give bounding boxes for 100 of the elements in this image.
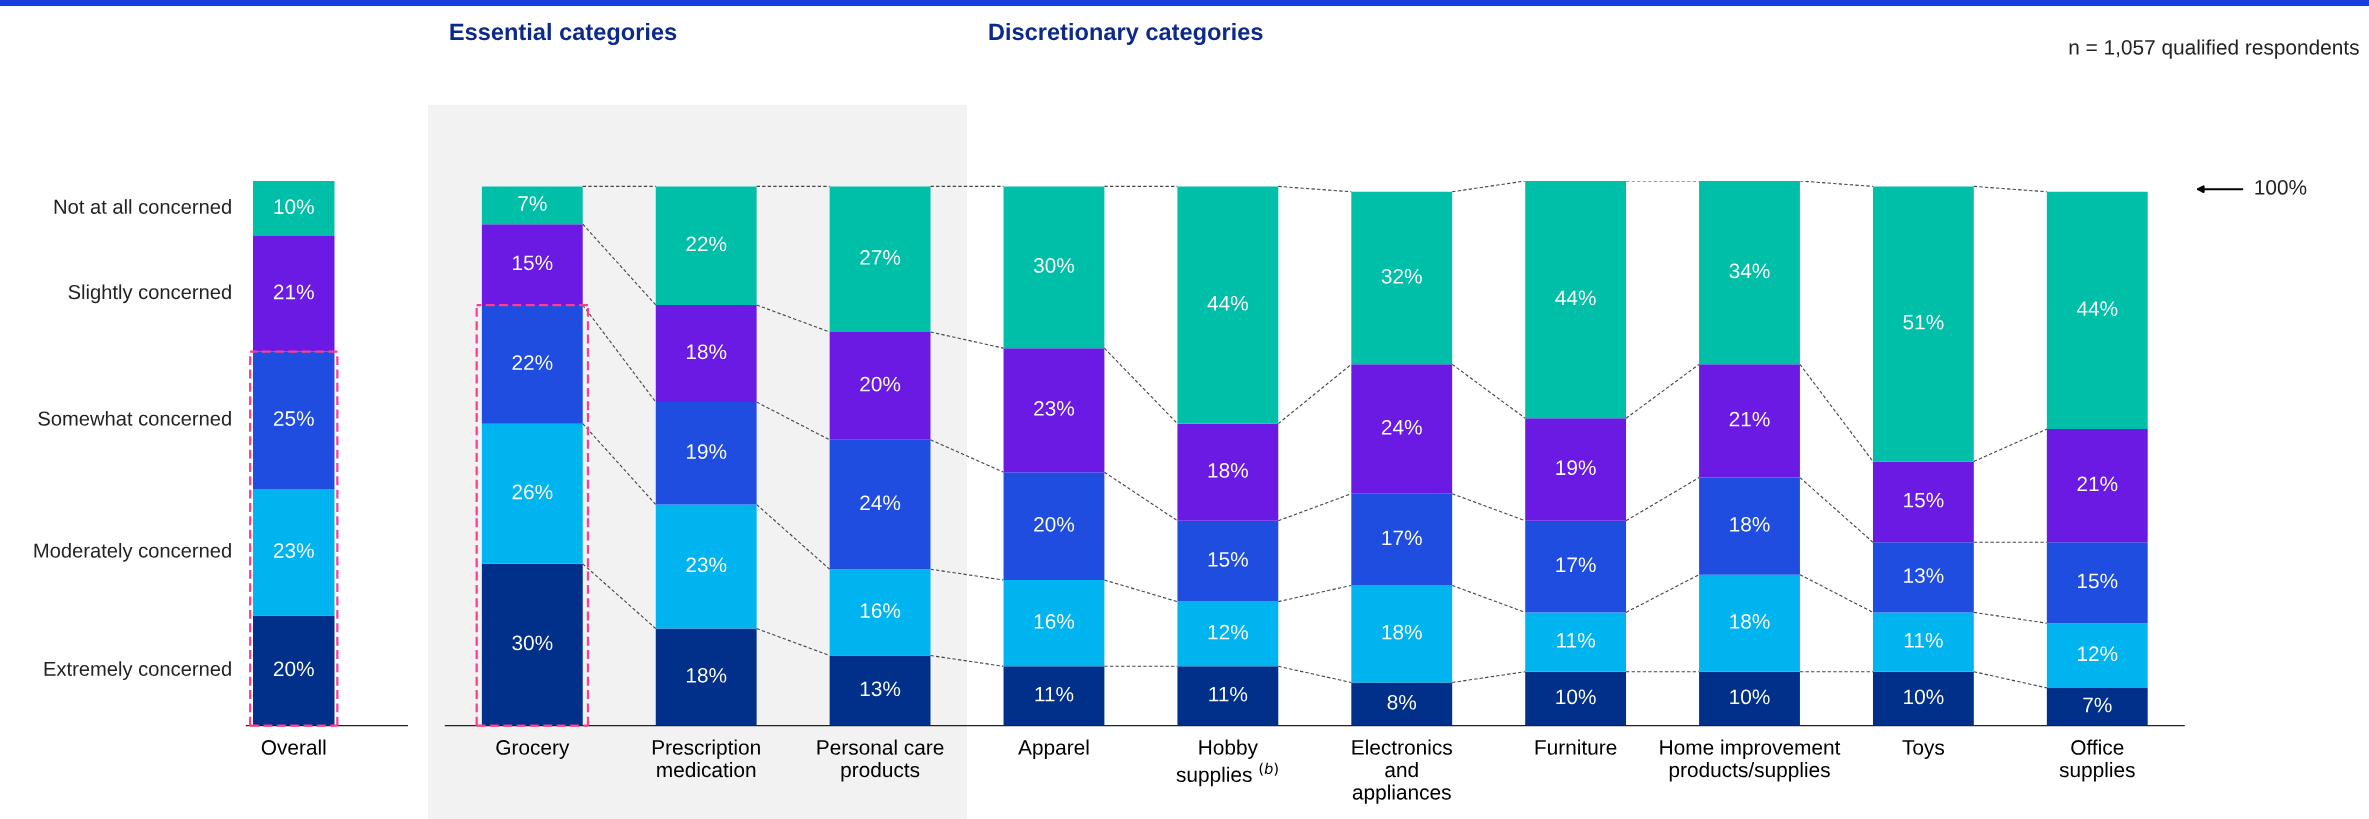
x-tick-label: Prescription medication [652, 739, 760, 778]
bar [1003, 348, 1105, 473]
band-label: Essential categories [450, 22, 677, 45]
x-tick-label: Hobby supplies $^{(b)}$ [1176, 739, 1278, 787]
bar [2046, 191, 2148, 430]
bar [1872, 186, 1974, 462]
data-label: 11% [1904, 632, 1943, 648]
x-tick-label: Grocery [496, 740, 570, 759]
data-label: 7% [2083, 697, 2112, 713]
bar [1872, 612, 1974, 672]
bar [1351, 493, 1453, 586]
data-label: 11% [1557, 632, 1595, 648]
bar [829, 439, 931, 570]
bar [1699, 671, 1800, 726]
data-label: 30% [1033, 258, 1075, 273]
bar [655, 504, 757, 629]
series-label: Moderately concerned [34, 542, 231, 562]
bar [1872, 461, 1974, 543]
data-label: 10% [1904, 689, 1944, 705]
data-label: 20% [273, 661, 314, 677]
bar [1872, 542, 1974, 613]
data-label: 23% [1034, 401, 1075, 416]
bar [1351, 585, 1453, 683]
data-label: 23% [273, 543, 314, 558]
data-label: 22% [686, 236, 727, 252]
bar [1351, 191, 1453, 365]
bar [655, 402, 757, 505]
bar [1177, 423, 1279, 521]
series-label: Slightly concerned [68, 284, 231, 304]
x-tick-label: Electronics and appliances [1352, 739, 1452, 804]
data-label: 18% [686, 667, 727, 683]
bar [1003, 580, 1105, 667]
data-label: 18% [1208, 463, 1248, 478]
series-label: Extremely concerned [44, 661, 231, 681]
data-label: 44% [2076, 301, 2118, 316]
bar [253, 181, 335, 237]
data-label: 13% [1904, 568, 1944, 583]
bar [829, 655, 931, 726]
bar [2046, 429, 2148, 543]
bar [829, 331, 931, 440]
x-tick-label: Personal care products [817, 739, 944, 782]
bar [655, 305, 757, 403]
data-label: 24% [860, 495, 901, 511]
bar [1177, 520, 1279, 602]
data-label: 51% [1903, 314, 1944, 330]
bar [655, 186, 757, 306]
data-label: 12% [2078, 646, 2118, 662]
data-label: 21% [1729, 411, 1770, 427]
data-label: 44% [1207, 295, 1248, 311]
data-label: 24% [1381, 419, 1422, 435]
data-label: 17% [1556, 557, 1596, 573]
bar [1003, 666, 1105, 726]
data-label: 20% [860, 376, 901, 392]
x-tick-label: Toys [1902, 740, 1945, 759]
data-label: 20% [1034, 516, 1075, 532]
bar [1177, 601, 1279, 667]
series-label: Not at all concerned [54, 199, 231, 214]
data-label: 11% [1209, 686, 1248, 702]
bar [2046, 687, 2148, 726]
data-label: 17% [1382, 530, 1422, 546]
data-label: 8% [1387, 694, 1417, 710]
data-label: 18% [1730, 516, 1770, 532]
bar [829, 186, 931, 332]
text: Discretionary categories [989, 22, 1263, 45]
data-label: 10% [1730, 689, 1770, 705]
data-label: 10% [1556, 689, 1596, 705]
data-label: 12% [1208, 624, 1248, 640]
data-label: 11% [1035, 686, 1074, 702]
data-label: 7% [518, 196, 547, 211]
bar [655, 628, 757, 726]
text: 100% [2255, 180, 2307, 195]
data-label: 21% [273, 284, 314, 300]
bar [1177, 666, 1279, 726]
data-label: 18% [1382, 624, 1422, 640]
data-label: 26% [512, 484, 553, 500]
data-label: 23% [686, 557, 727, 573]
x-tick-label: Apparel [1018, 739, 1089, 759]
data-label: 19% [1556, 460, 1596, 476]
bar [1525, 181, 1627, 419]
data-label: 32% [1381, 268, 1422, 284]
data-label: 13% [860, 681, 901, 697]
bar [1351, 682, 1453, 726]
bar [1177, 186, 1279, 424]
x-tick-label: Furniture [1535, 739, 1617, 755]
bar [253, 615, 335, 726]
bar [1351, 364, 1453, 494]
data-label: 18% [686, 344, 727, 360]
data-label: 21% [2077, 476, 2118, 492]
bar [481, 563, 583, 726]
data-label: 44% [1555, 290, 1596, 306]
series-label: Somewhat concerned [38, 410, 231, 426]
bar [1003, 186, 1105, 349]
data-label: 18% [1730, 614, 1770, 629]
data-label: 10% [274, 199, 314, 215]
bar [1525, 671, 1627, 726]
x-tick-label: Overall [261, 739, 326, 755]
bar [2046, 542, 2148, 624]
data-label: 15% [1904, 492, 1944, 508]
bar [1525, 612, 1627, 672]
x-tick-label: Home improvement products/supplies [1660, 739, 1841, 782]
